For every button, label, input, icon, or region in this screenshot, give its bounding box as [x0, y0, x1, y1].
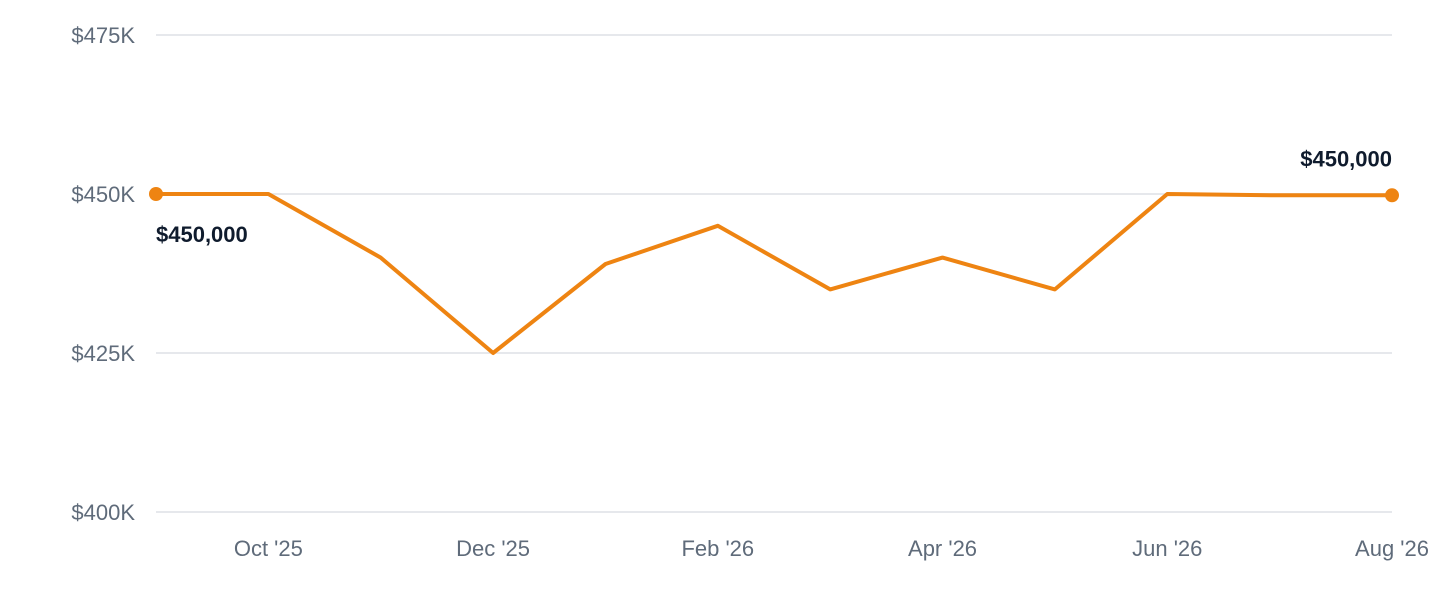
x-tick-label: Apr '26	[908, 536, 977, 561]
series-layer	[149, 187, 1399, 355]
x-tick-label: Oct '25	[234, 536, 303, 561]
y-tick-label: $425K	[71, 341, 135, 366]
x-tick-label: Dec '25	[456, 536, 530, 561]
y-tick-label: $475K	[71, 23, 135, 48]
start-value-label: $450,000	[156, 222, 248, 247]
data-labels: $450,000 $450,000	[156, 146, 1392, 247]
x-tick-label: Feb '26	[681, 536, 754, 561]
y-tick-label: $450K	[71, 182, 135, 207]
y-axis-ticks: $400K $425K $450K $475K	[71, 23, 135, 525]
x-tick-label: Jun '26	[1132, 536, 1202, 561]
x-tick-label: Aug '26	[1355, 536, 1429, 561]
end-point-marker	[1385, 188, 1399, 203]
series-line	[154, 192, 1394, 355]
end-value-label: $450,000	[1300, 146, 1392, 171]
y-tick-label: $400K	[71, 500, 135, 525]
x-axis-ticks: Oct '25 Dec '25 Feb '26 Apr '26 Jun '26 Aug '…	[234, 536, 1429, 561]
gridlines	[156, 34, 1392, 513]
start-point-marker	[149, 187, 163, 201]
